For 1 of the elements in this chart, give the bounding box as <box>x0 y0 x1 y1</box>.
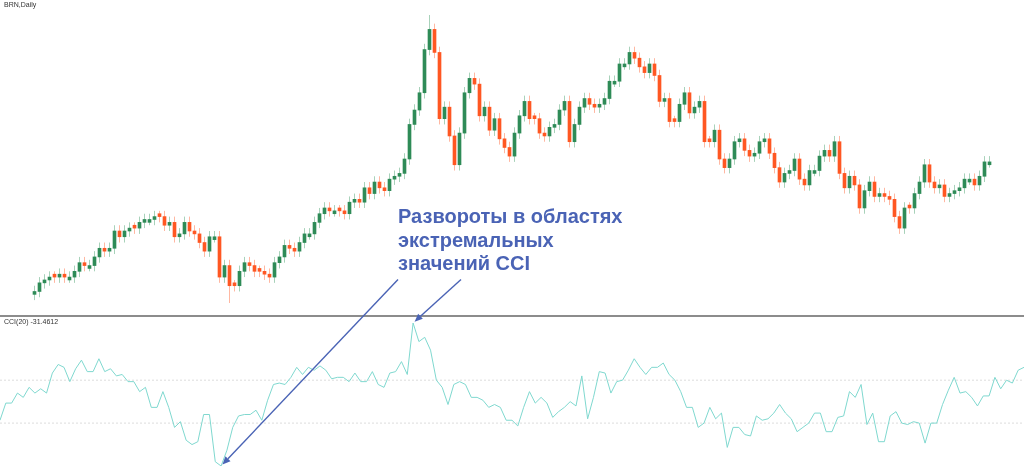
annotation: Развороты в областях экстремальных значений CCI <box>398 205 624 276</box>
